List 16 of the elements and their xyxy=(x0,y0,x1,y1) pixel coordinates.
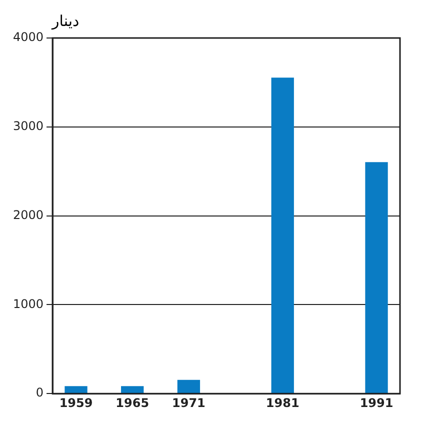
x-tick-label: 1981 xyxy=(266,396,300,410)
y-tick-label: 0 xyxy=(36,386,44,400)
x-tick-label: 1959 xyxy=(59,396,93,410)
bar xyxy=(365,162,388,394)
x-tick-label: 1965 xyxy=(116,396,150,410)
bar xyxy=(177,380,200,394)
x-tick-label: 1971 xyxy=(172,396,206,410)
bar xyxy=(271,78,294,394)
x-tick-label: 1991 xyxy=(360,396,394,410)
bar xyxy=(121,386,144,394)
y-tick-label: 1000 xyxy=(12,296,44,311)
y-tick-label: 2000 xyxy=(12,208,44,222)
bar xyxy=(64,386,88,394)
y-axis-title: دينار xyxy=(52,12,80,30)
y-tick-label: 4000 xyxy=(12,30,44,44)
y-tick-label: 3000 xyxy=(12,119,44,134)
